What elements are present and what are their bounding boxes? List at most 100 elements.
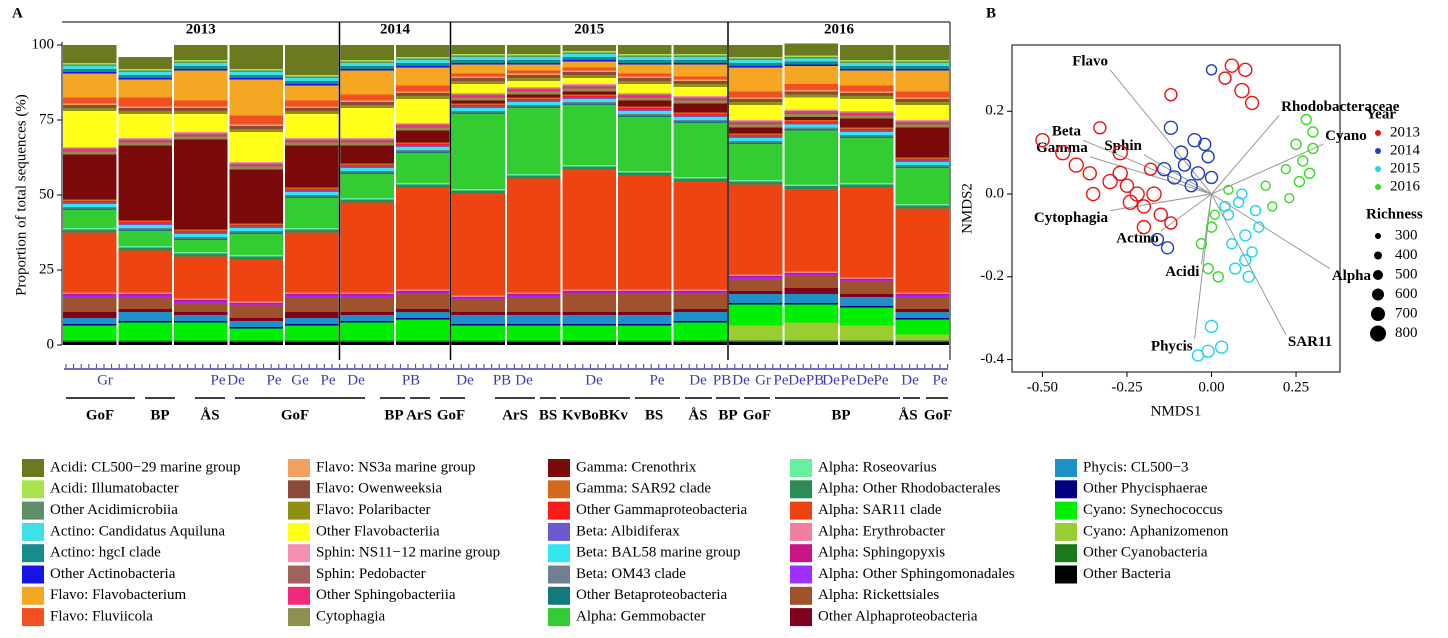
bar-segment [396,93,450,96]
bar-segment [729,121,783,123]
bar-segment [285,190,339,192]
bar-segment [840,132,894,135]
bar-segment [729,144,783,180]
point [1209,209,1221,220]
bar-segment [118,228,172,230]
bar-segment [396,142,450,144]
bar-segment [63,73,117,98]
panel-label: A [12,5,23,21]
bar-segment [340,294,394,296]
bar-segment [840,297,894,306]
site-label: Pe [650,372,665,388]
bar-segment [673,55,727,57]
bar-segment [784,91,838,95]
bar-segment [451,57,505,60]
bar-segment [562,52,616,54]
legend-swatch [288,544,310,563]
bar-segment [118,229,172,231]
bar-segment [895,102,949,105]
bar-segment [63,210,117,228]
bar-segment [118,309,172,312]
point [1164,87,1178,102]
point [1205,64,1218,76]
bar-segment [451,76,505,78]
bar-segment [396,342,450,345]
bar-segment [562,88,616,92]
bar-segment [562,99,616,102]
bar-segment [396,144,450,146]
bar-segment [118,340,172,342]
size-swatch [1373,270,1383,280]
bar-segment [618,292,672,294]
bar-segment [340,139,394,141]
bar-segment [784,274,838,276]
bar-segment [118,297,172,309]
vector [1082,139,1212,195]
bar-segment [895,168,949,204]
legend-label: Beta: OM43 clade [576,566,686,582]
bar-segment [507,340,561,342]
legend-label: Alpha: Rickettsiales [818,587,939,603]
region-label: ArS [406,407,432,423]
point [1191,349,1205,362]
bar-segment [507,88,561,90]
bar-segment [507,312,561,315]
bar-segment [285,111,339,114]
legend-swatch [548,586,570,605]
bar-segment [451,193,505,296]
bar-segment [118,231,172,246]
bar-segment [396,147,450,150]
point [1156,161,1172,177]
bar-segment [63,201,117,203]
bar-segment [396,60,450,63]
bar-segment [340,108,394,138]
site-label: Ge [291,372,309,388]
bar-segment [285,189,339,191]
bar-segment [451,340,505,342]
bar-segment [562,315,616,324]
bar-segment [673,321,727,323]
bar-segment [729,63,783,66]
region-label: GoF [743,407,771,423]
bar-segment [396,312,450,318]
bar-segment [507,54,561,56]
bar-segment [673,294,727,309]
bar-segment [285,45,339,75]
bar-segment [840,91,894,93]
bar-segment [340,94,394,101]
bar-segment [562,57,616,60]
site-label: Pe [321,372,336,388]
bar-segment [285,142,339,146]
bar-segment [507,78,561,81]
bar-segment [229,129,283,132]
point [1150,232,1165,247]
bar-segment [618,55,672,57]
bar-segment [285,192,339,195]
bar-segment [729,342,783,345]
bar-segment [840,325,894,341]
site-label: Pe [841,372,856,388]
bar-segment [729,304,783,326]
bar-segment [618,81,672,84]
bar-segment [562,60,616,62]
bar-segment [451,342,505,345]
point [1122,194,1139,210]
bar-segment [562,84,616,86]
bar-segment [396,91,450,93]
bar-segment [229,304,283,306]
bar-segment [285,229,339,233]
bar-segment [451,298,505,300]
bar-segment [63,154,117,200]
bar-segment [673,177,727,179]
bar-segment [562,51,616,53]
bar-segment [840,60,894,62]
bar-segment [618,294,672,312]
bar-segment [451,73,505,77]
bar-segment [451,315,505,324]
bar-segment [174,340,228,342]
bar-segment [562,105,616,165]
legend-label: Flavo: Fluviicola [50,609,153,625]
bar-segment [673,96,727,98]
y-tick-label: 75 [39,111,54,127]
bar-segment [118,97,172,107]
